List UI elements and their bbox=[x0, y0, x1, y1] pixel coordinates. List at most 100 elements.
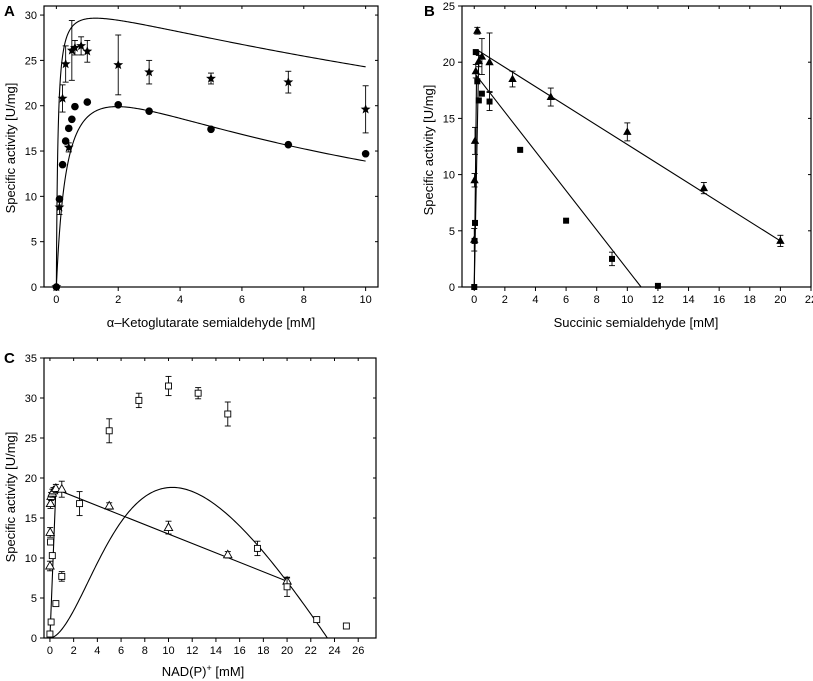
data-point-squares bbox=[478, 90, 485, 97]
y-tick-label: 5 bbox=[31, 593, 37, 605]
fit-line-stars bbox=[55, 17, 366, 287]
fit-line-open-triangles bbox=[49, 488, 288, 638]
data-point-squares bbox=[472, 49, 479, 56]
x-tick-label: 0 bbox=[47, 645, 53, 657]
panel-a-points bbox=[51, 20, 371, 292]
data-point-stars bbox=[54, 202, 65, 212]
data-point-open-triangles bbox=[45, 526, 56, 536]
panel-c-frame bbox=[43, 357, 377, 639]
x-tick-label: 2 bbox=[115, 294, 121, 306]
y-tick-label: 0 bbox=[31, 633, 37, 645]
fit-line-open-squares bbox=[49, 486, 328, 638]
x-tick-label: 18 bbox=[744, 294, 756, 306]
data-point-triangles bbox=[546, 92, 555, 101]
y-tick-label: 35 bbox=[25, 353, 37, 365]
x-tick-label: 22 bbox=[305, 645, 317, 657]
data-point-open-triangles bbox=[45, 498, 56, 508]
y-tick-label: 25 bbox=[25, 433, 37, 445]
panel-a-fit-lines bbox=[55, 17, 366, 287]
y-tick-label: 30 bbox=[25, 10, 37, 22]
data-point-stars bbox=[69, 42, 80, 52]
data-point-squares bbox=[471, 284, 478, 290]
panel-c: C 0 2 4 6 8 10 12 14 16 18 20 22 24 26 05101520253035… bbox=[3, 350, 377, 679]
panel-b-y-label: Specific activity [U/mg] bbox=[421, 85, 436, 216]
plot-frame bbox=[43, 357, 377, 639]
y-tick-label: 20 bbox=[25, 473, 37, 485]
data-point-stars bbox=[60, 58, 71, 69]
panel-c-points bbox=[44, 375, 350, 638]
data-point-stars bbox=[82, 46, 93, 56]
panel-b-y-ticks: 0 5 10 15 20 25 bbox=[443, 1, 811, 294]
plot-frame bbox=[461, 5, 812, 288]
panel-a-y-ticks: 0 5 10 15 20 25 30 bbox=[25, 10, 378, 294]
data-point-squares bbox=[472, 219, 479, 226]
x-tick-label: 4 bbox=[532, 294, 538, 306]
x-tick-label: 16 bbox=[234, 645, 246, 657]
data-point-squares bbox=[609, 255, 616, 262]
x-tick-label: 14 bbox=[682, 294, 694, 306]
panel-a: A 0 2 4 6 8 10 0 5 10 15 20 25 30 α–Ketoglutarate s… bbox=[3, 3, 379, 330]
plot-frame bbox=[43, 5, 379, 288]
data-point-stars bbox=[360, 104, 371, 114]
data-point-triangles bbox=[473, 26, 482, 34]
x-tick-label: 20 bbox=[281, 645, 293, 657]
data-point-open-squares bbox=[165, 382, 172, 390]
data-point-open-triangles bbox=[222, 549, 233, 559]
data-point-squares bbox=[517, 146, 524, 153]
data-point-open-triangles bbox=[56, 483, 67, 493]
panel-b-x-label: Succinic semialdehyde [mM] bbox=[554, 315, 719, 330]
x-tick-label: 26 bbox=[352, 645, 364, 657]
y-tick-label: 15 bbox=[25, 146, 37, 158]
x-tick-label: 10 bbox=[162, 645, 174, 657]
data-point-stars bbox=[144, 66, 155, 77]
data-point-triangles bbox=[471, 66, 480, 75]
data-point-circles bbox=[71, 102, 79, 111]
panel-c-y-ticks: 0 5 10 15 20 25 30 35 bbox=[25, 353, 376, 645]
x-tick-label: 8 bbox=[594, 294, 600, 306]
data-point-open-squares bbox=[47, 618, 55, 626]
x-tick-label: 12 bbox=[652, 294, 664, 306]
data-point-triangles bbox=[470, 175, 479, 184]
data-point-circles bbox=[68, 115, 76, 124]
data-point-circles bbox=[145, 107, 153, 115]
y-tick-label: 30 bbox=[25, 393, 37, 405]
y-tick-label: 10 bbox=[443, 170, 455, 182]
data-point-squares bbox=[654, 282, 661, 289]
data-point-open-squares bbox=[342, 622, 350, 630]
y-tick-label: 25 bbox=[443, 1, 455, 13]
data-point-circles bbox=[58, 160, 67, 169]
data-point-stars bbox=[283, 76, 294, 87]
data-point-open-squares bbox=[194, 389, 202, 397]
panel-c-x-label: NAD(P)+ [mM] bbox=[162, 663, 245, 679]
data-point-circles bbox=[52, 283, 61, 291]
x-tick-label: 0 bbox=[471, 294, 477, 306]
panel-a-x-ticks: 0 2 4 6 8 10 bbox=[53, 6, 372, 306]
data-point-open-squares bbox=[76, 500, 84, 508]
panel-b-points bbox=[470, 26, 785, 290]
panel-b: B 0 2 4 6 8 10 12 14 16 18 20 22 0 5 10 15 20 25 Succini… bbox=[421, 1, 813, 330]
x-tick-label: 16 bbox=[713, 294, 725, 306]
x-tick-label: 4 bbox=[177, 294, 183, 306]
data-point-stars bbox=[63, 142, 74, 152]
x-tick-label: 6 bbox=[563, 294, 569, 306]
x-tick-label: 24 bbox=[328, 645, 340, 657]
x-tick-label: 10 bbox=[360, 294, 372, 306]
data-point-squares bbox=[471, 237, 478, 244]
y-tick-label: 15 bbox=[25, 513, 37, 525]
panel-b-label: B bbox=[424, 3, 435, 20]
data-point-open-squares bbox=[283, 583, 291, 591]
y-tick-label: 25 bbox=[25, 55, 37, 67]
panel-b-fit-lines bbox=[473, 49, 781, 287]
x-tick-label: 22 bbox=[805, 294, 813, 306]
y-tick-label: 5 bbox=[449, 226, 455, 238]
x-tick-label: 18 bbox=[257, 645, 269, 657]
x-tick-label: 8 bbox=[301, 294, 307, 306]
data-point-triangles bbox=[477, 52, 487, 60]
x-tick-label: 6 bbox=[239, 294, 245, 306]
data-point-circles bbox=[361, 149, 370, 158]
x-tick-label: 12 bbox=[186, 645, 198, 657]
data-point-open-squares bbox=[58, 572, 66, 580]
data-point-triangles bbox=[623, 127, 632, 135]
x-tick-label: 2 bbox=[71, 645, 77, 657]
